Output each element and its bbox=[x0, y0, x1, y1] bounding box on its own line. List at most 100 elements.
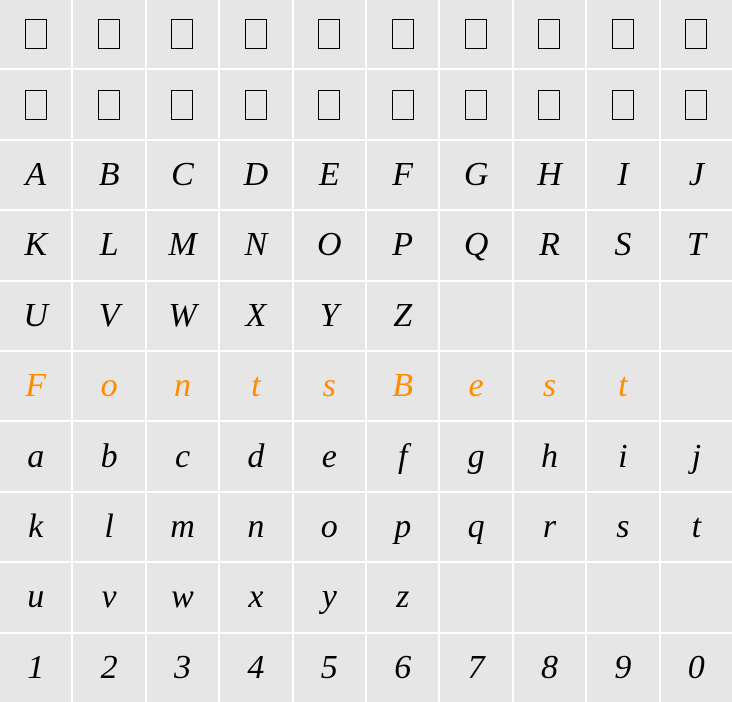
glyph-cell: Q bbox=[440, 211, 511, 279]
glyph-label: Y bbox=[320, 297, 339, 335]
glyph-label: n bbox=[174, 367, 191, 405]
glyph-cell: v bbox=[73, 563, 144, 631]
missing-glyph-icon bbox=[392, 90, 414, 120]
glyph-cell bbox=[147, 70, 218, 138]
glyph-cell bbox=[0, 70, 71, 138]
glyph-cell bbox=[294, 0, 365, 68]
glyph-grid: ABCDEFGHIJKLMNOPQRSTUVWXYZFontsBestabcde… bbox=[0, 0, 732, 702]
glyph-cell: t bbox=[661, 493, 732, 561]
glyph-cell: e bbox=[440, 352, 511, 420]
missing-glyph-icon bbox=[318, 19, 340, 49]
glyph-cell: l bbox=[73, 493, 144, 561]
glyph-label: K bbox=[24, 226, 47, 264]
glyph-label: 9 bbox=[614, 649, 631, 687]
glyph-label: o bbox=[101, 367, 118, 405]
glyph-label: k bbox=[28, 508, 43, 546]
glyph-cell: g bbox=[440, 422, 511, 490]
glyph-cell bbox=[661, 352, 732, 420]
glyph-cell: e bbox=[294, 422, 365, 490]
glyph-label: s bbox=[543, 367, 556, 405]
glyph-cell: t bbox=[220, 352, 291, 420]
glyph-cell: D bbox=[220, 141, 291, 209]
glyph-cell: p bbox=[367, 493, 438, 561]
glyph-label: I bbox=[617, 156, 628, 194]
glyph-cell: K bbox=[0, 211, 71, 279]
glyph-cell: 4 bbox=[220, 634, 291, 702]
glyph-label: L bbox=[100, 226, 119, 264]
glyph-cell: W bbox=[147, 282, 218, 350]
glyph-label: B bbox=[99, 156, 120, 194]
glyph-cell: 6 bbox=[367, 634, 438, 702]
glyph-label: 4 bbox=[247, 649, 264, 687]
glyph-label: P bbox=[392, 226, 413, 264]
glyph-cell: I bbox=[587, 141, 658, 209]
glyph-cell: C bbox=[147, 141, 218, 209]
glyph-cell: G bbox=[440, 141, 511, 209]
glyph-cell: y bbox=[294, 563, 365, 631]
glyph-label: d bbox=[247, 438, 264, 476]
glyph-cell bbox=[514, 0, 585, 68]
glyph-cell: 7 bbox=[440, 634, 511, 702]
glyph-label: s bbox=[616, 508, 629, 546]
glyph-label: M bbox=[168, 226, 196, 264]
glyph-cell bbox=[220, 0, 291, 68]
glyph-label: a bbox=[27, 438, 44, 476]
glyph-label: 1 bbox=[27, 649, 44, 687]
missing-glyph-icon bbox=[612, 90, 634, 120]
glyph-label: U bbox=[23, 297, 48, 335]
glyph-cell: n bbox=[220, 493, 291, 561]
glyph-label: p bbox=[394, 508, 411, 546]
glyph-label: 8 bbox=[541, 649, 558, 687]
glyph-cell: T bbox=[661, 211, 732, 279]
glyph-cell: h bbox=[514, 422, 585, 490]
missing-glyph-icon bbox=[538, 19, 560, 49]
glyph-cell: Z bbox=[367, 282, 438, 350]
glyph-cell: Y bbox=[294, 282, 365, 350]
glyph-label: R bbox=[539, 226, 560, 264]
glyph-label: t bbox=[251, 367, 260, 405]
glyph-label: S bbox=[614, 226, 631, 264]
glyph-label: J bbox=[689, 156, 704, 194]
missing-glyph-icon bbox=[538, 90, 560, 120]
glyph-label: V bbox=[99, 297, 120, 335]
glyph-cell bbox=[220, 70, 291, 138]
glyph-label: e bbox=[322, 438, 337, 476]
glyph-label: W bbox=[168, 297, 196, 335]
glyph-label: X bbox=[246, 297, 267, 335]
glyph-label: z bbox=[396, 578, 409, 616]
glyph-label: y bbox=[322, 578, 337, 616]
glyph-cell: a bbox=[0, 422, 71, 490]
glyph-label: r bbox=[543, 508, 556, 546]
glyph-cell: M bbox=[147, 211, 218, 279]
glyph-cell bbox=[587, 70, 658, 138]
glyph-cell: 8 bbox=[514, 634, 585, 702]
glyph-cell bbox=[661, 563, 732, 631]
glyph-label: 6 bbox=[394, 649, 411, 687]
glyph-cell: n bbox=[147, 352, 218, 420]
glyph-cell bbox=[73, 0, 144, 68]
glyph-cell bbox=[661, 0, 732, 68]
glyph-cell: S bbox=[587, 211, 658, 279]
glyph-cell bbox=[367, 0, 438, 68]
glyph-label: 2 bbox=[101, 649, 118, 687]
glyph-label: h bbox=[541, 438, 558, 476]
glyph-cell: 5 bbox=[294, 634, 365, 702]
glyph-label: B bbox=[392, 367, 413, 405]
missing-glyph-icon bbox=[685, 19, 707, 49]
glyph-cell: H bbox=[514, 141, 585, 209]
glyph-cell: U bbox=[0, 282, 71, 350]
glyph-label: Q bbox=[464, 226, 489, 264]
glyph-cell: J bbox=[661, 141, 732, 209]
glyph-label: E bbox=[319, 156, 340, 194]
glyph-cell: k bbox=[0, 493, 71, 561]
glyph-label: G bbox=[464, 156, 489, 194]
glyph-label: A bbox=[25, 156, 46, 194]
missing-glyph-icon bbox=[171, 19, 193, 49]
missing-glyph-icon bbox=[685, 90, 707, 120]
glyph-label: N bbox=[245, 226, 268, 264]
missing-glyph-icon bbox=[612, 19, 634, 49]
glyph-cell: j bbox=[661, 422, 732, 490]
glyph-cell: 9 bbox=[587, 634, 658, 702]
glyph-cell: A bbox=[0, 141, 71, 209]
glyph-label: g bbox=[468, 438, 485, 476]
